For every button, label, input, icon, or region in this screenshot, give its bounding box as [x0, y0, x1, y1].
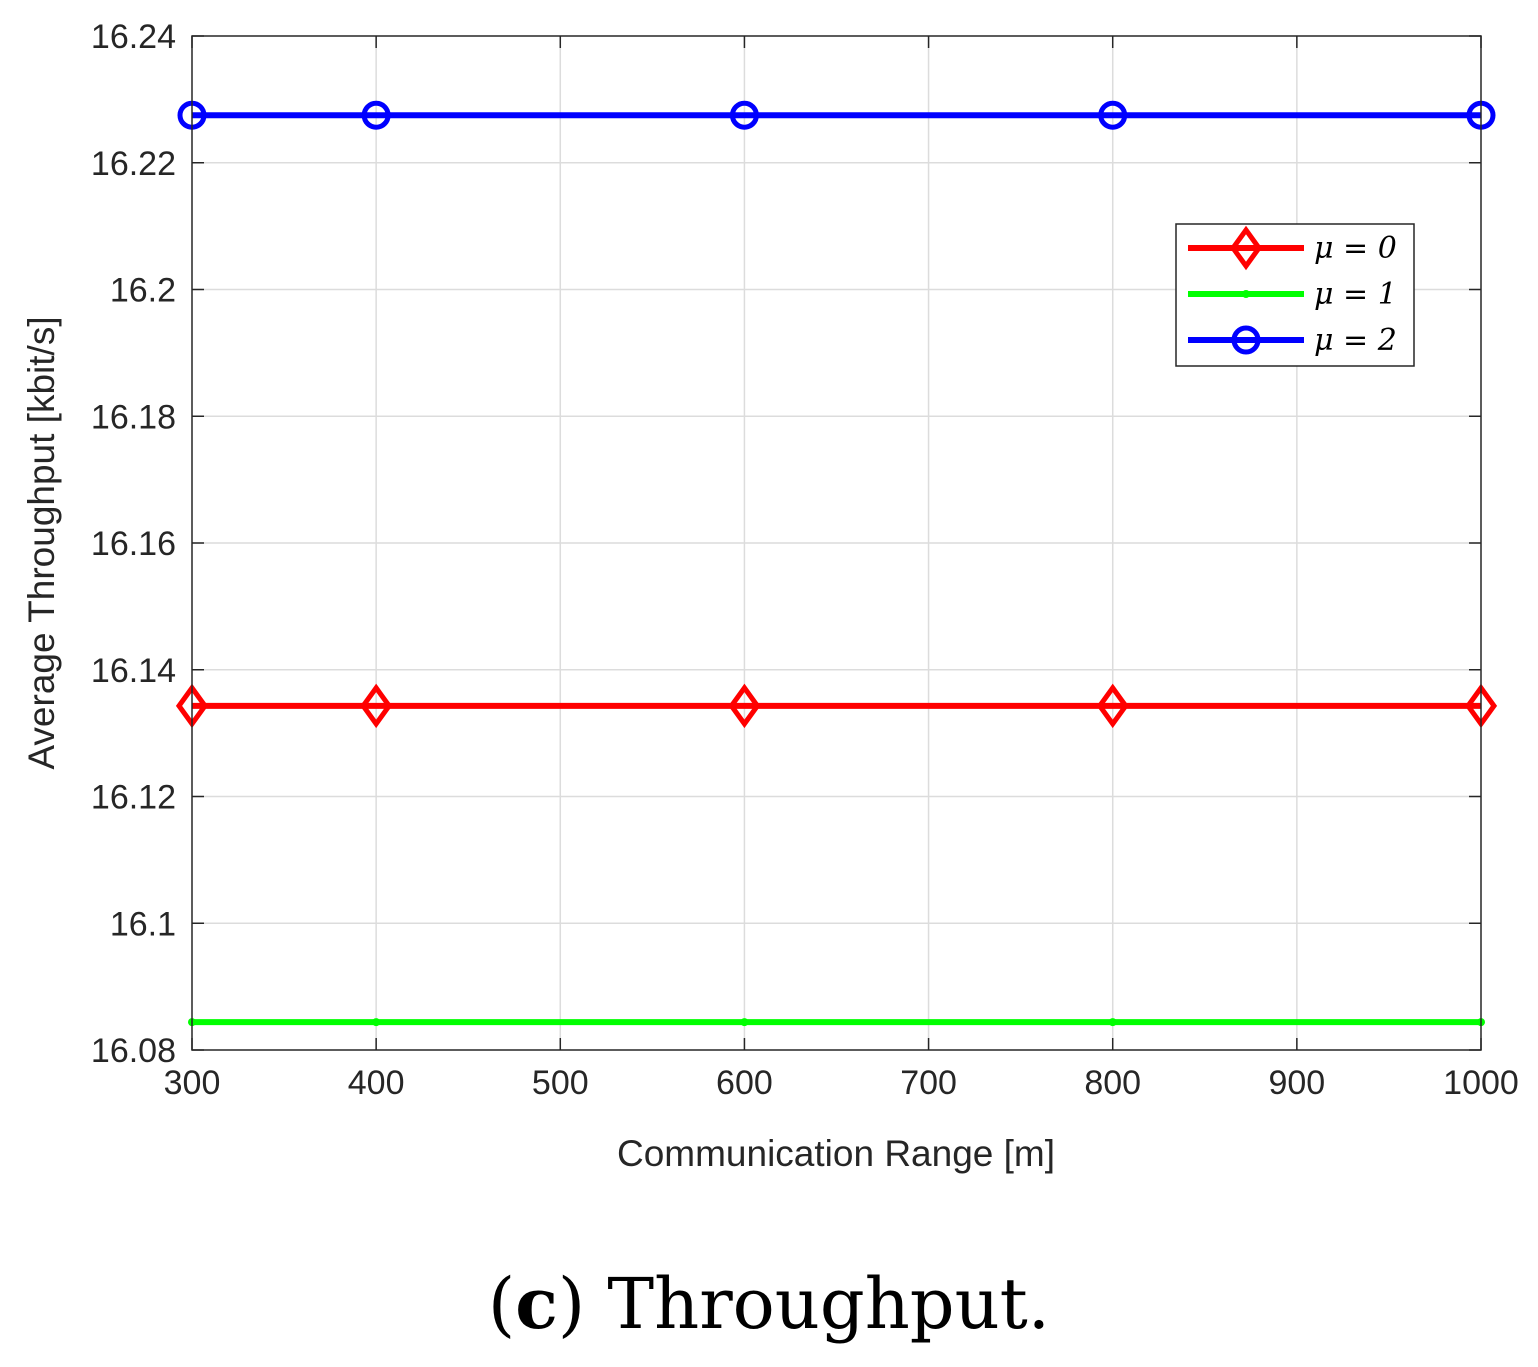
caption-open-paren: ( — [487, 1263, 516, 1345]
data-point-circle — [1098, 100, 1128, 130]
throughput-chart: 300 400 500 600 700 800 900 1000 16.08 16.1 16.12 1… — [21, 18, 1519, 1174]
x-axis-title: Communication Range [m] — [617, 1133, 1055, 1174]
legend-label: μ = 0 — [1314, 231, 1397, 266]
legend-label: μ = 1 — [1314, 277, 1397, 312]
x-tick-label: 400 — [348, 1064, 405, 1102]
grid-lines — [192, 36, 1481, 1050]
legend-swatch-marker — [1231, 325, 1261, 355]
legend-swatch-marker — [1229, 225, 1263, 271]
data-point-point — [740, 1018, 749, 1027]
y-tick-label: 16.24 — [91, 18, 176, 56]
y-tick-label: 16.14 — [91, 652, 176, 690]
data-point-point — [1108, 1018, 1117, 1027]
y-tick-label: 16.18 — [91, 398, 176, 436]
legend-entry: μ = 2 — [1188, 323, 1397, 358]
y-tick-label: 16.1 — [110, 905, 176, 943]
data-point-diamond — [1096, 683, 1129, 729]
caption-text: Throughput. — [585, 1263, 1051, 1345]
legend-entry: μ = 1 — [1188, 277, 1397, 312]
data-point-circle — [729, 100, 759, 130]
data-point-diamond — [360, 683, 393, 729]
x-tick-label: 300 — [164, 1064, 221, 1102]
legend-swatch-marker — [1242, 290, 1250, 298]
y-tick-label: 16.08 — [91, 1032, 176, 1070]
y-tick-label: 16.12 — [91, 779, 176, 817]
x-tick-label: 800 — [1084, 1064, 1141, 1102]
caption-close-paren: ) — [557, 1263, 586, 1345]
axis-ticks: 300 400 500 600 700 800 900 1000 16.08 16.1 16.12 1… — [91, 18, 1519, 1102]
y-tick-label: 16.16 — [91, 525, 176, 563]
x-tick-label: 500 — [532, 1064, 589, 1102]
y-tick-label: 16.2 — [110, 272, 176, 310]
series-1 — [188, 1018, 1485, 1027]
x-tick-label: 900 — [1268, 1064, 1325, 1102]
x-tick-label: 700 — [900, 1064, 957, 1102]
data-point-circle — [361, 100, 391, 130]
data-point-point — [372, 1018, 381, 1027]
figure-caption: (c) Throughput. — [0, 1262, 1538, 1345]
y-tick-label: 16.22 — [91, 145, 176, 183]
x-tick-label: 600 — [716, 1064, 773, 1102]
legend-entry: μ = 0 — [1188, 225, 1397, 271]
legend-label: μ = 2 — [1314, 323, 1397, 358]
y-axis-title: Average Throughput [kbit/s] — [21, 316, 62, 769]
x-tick-label: 1000 — [1443, 1064, 1519, 1102]
legend: μ = 0 μ = 1 μ = 2 — [1175, 223, 1415, 367]
caption-letter: c — [515, 1262, 558, 1345]
data-point-diamond — [728, 683, 761, 729]
